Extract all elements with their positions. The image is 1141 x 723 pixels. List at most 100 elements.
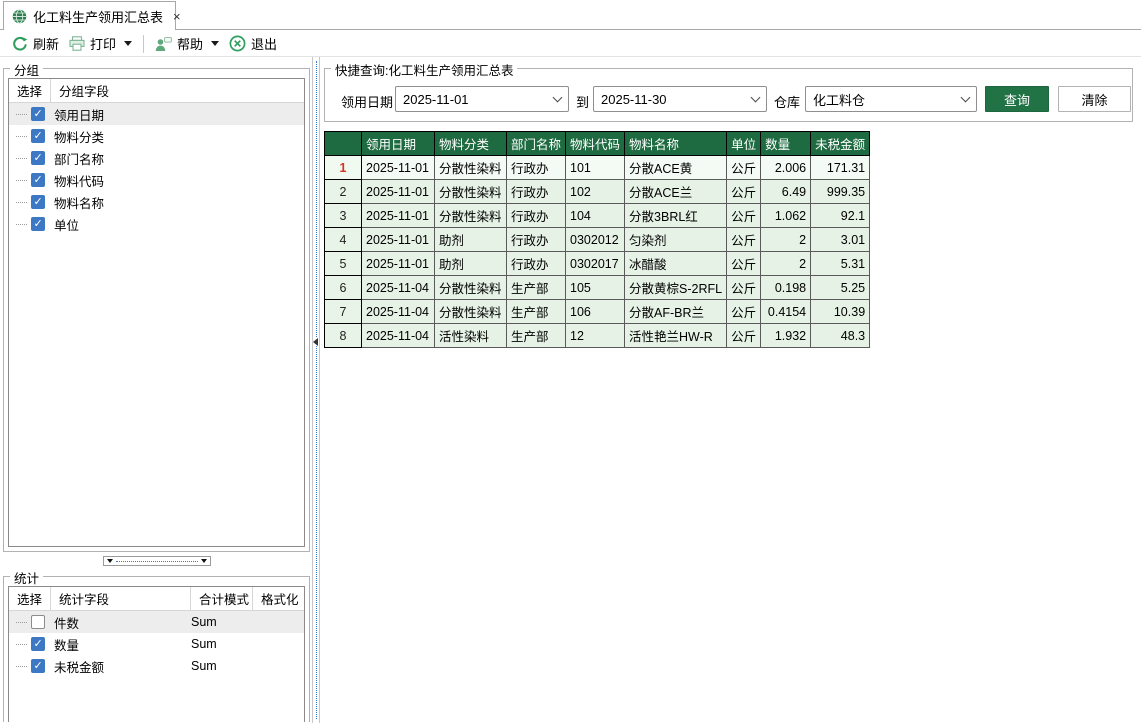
stats-field-row[interactable]: 件数 Sum bbox=[9, 611, 304, 633]
tree-branch-icon bbox=[16, 643, 27, 645]
table-row[interactable]: 8 2025-11-04 活性染料 生产部 12 活性艳兰HW-R 公斤 1.9… bbox=[324, 323, 871, 348]
checkbox[interactable] bbox=[31, 129, 45, 143]
tab-summary-report[interactable]: 化工料生产领用汇总表 × bbox=[3, 1, 181, 30]
stats-field-list: 选择 统计字段 合计模式 格式化 件数 Sum bbox=[8, 586, 305, 722]
checkbox[interactable] bbox=[31, 615, 45, 629]
group-field-label: 部门名称 bbox=[54, 152, 105, 167]
group-field-label: 物料分类 bbox=[54, 130, 105, 145]
table-row[interactable]: 3 2025-11-01 分散性染料 行政办 104 分散3BRL红 公斤 1.… bbox=[324, 203, 871, 228]
print-dropdown-icon[interactable] bbox=[124, 41, 133, 46]
stats-mode-value[interactable]: Sum bbox=[191, 615, 217, 629]
table-row[interactable]: 2 2025-11-01 分散性染料 行政办 102 分散ACE兰 公斤 6.4… bbox=[324, 179, 871, 204]
table-header-cell[interactable]: 数量 bbox=[760, 131, 812, 156]
cell-unit: 公斤 bbox=[726, 323, 762, 348]
chevron-left-icon[interactable] bbox=[313, 338, 318, 346]
horizontal-splitter[interactable] bbox=[103, 556, 211, 566]
checkbox[interactable] bbox=[31, 173, 45, 187]
cell-material-name: 冰醋酸 bbox=[624, 251, 728, 276]
group-field-row[interactable]: 物料名称 bbox=[9, 191, 304, 213]
row-number-cell[interactable]: 3 bbox=[324, 203, 362, 228]
tab-close-icon[interactable]: × bbox=[173, 8, 181, 24]
warehouse-label: 仓库 bbox=[774, 95, 801, 110]
row-number-cell[interactable]: 2 bbox=[324, 179, 362, 204]
table-header-cell[interactable]: 物料代码 bbox=[565, 131, 626, 156]
exit-icon bbox=[229, 35, 246, 52]
checkbox[interactable] bbox=[31, 195, 45, 209]
vertical-splitter[interactable] bbox=[312, 57, 320, 723]
cell-date: 2025-11-04 bbox=[361, 323, 435, 348]
table-header-cell[interactable]: 领用日期 bbox=[361, 131, 435, 156]
date-to-combobox[interactable]: 2025-11-30 bbox=[593, 86, 767, 112]
column-header-field[interactable]: 统计字段 bbox=[51, 587, 191, 610]
stats-field-row[interactable]: 数量 Sum bbox=[9, 633, 304, 655]
table-row[interactable]: 5 2025-11-01 助剂 行政办 0302017 冰醋酸 公斤 2 5.3… bbox=[324, 251, 871, 276]
cell-date: 2025-11-01 bbox=[361, 251, 435, 276]
help-dropdown-icon[interactable] bbox=[211, 41, 220, 46]
cell-amount: 999.35 bbox=[810, 179, 871, 204]
table-row[interactable]: 4 2025-11-01 助剂 行政办 0302012 匀染剂 公斤 2 3.0… bbox=[324, 227, 871, 252]
refresh-button[interactable]: 刷新 bbox=[7, 32, 64, 55]
stats-panel-title: 统计 bbox=[10, 568, 44, 587]
row-number-cell[interactable]: 7 bbox=[324, 299, 362, 324]
group-field-row[interactable]: 单位 bbox=[9, 213, 304, 235]
cell-quantity: 2 bbox=[760, 251, 812, 276]
cell-quantity: 6.49 bbox=[760, 179, 812, 204]
print-button[interactable]: 打印 bbox=[64, 32, 137, 55]
clear-button[interactable]: 清除 bbox=[1058, 86, 1131, 112]
table-row[interactable]: 1 2025-11-01 分散性染料 行政办 101 分散ACE黄 公斤 2.0… bbox=[324, 155, 871, 180]
cell-material-code: 102 bbox=[565, 179, 626, 204]
cell-date: 2025-11-04 bbox=[361, 299, 435, 324]
row-number-cell[interactable]: 5 bbox=[324, 251, 362, 276]
exit-button[interactable]: 退出 bbox=[224, 32, 282, 55]
tab-title: 化工料生产领用汇总表 bbox=[33, 9, 164, 25]
cell-category: 分散性染料 bbox=[434, 179, 507, 204]
column-header-select[interactable]: 选择 bbox=[9, 79, 51, 102]
stats-mode-value[interactable]: Sum bbox=[191, 637, 217, 651]
chevron-down-icon[interactable] bbox=[107, 559, 113, 563]
stats-mode-value[interactable]: Sum bbox=[191, 659, 217, 673]
splitter-dots bbox=[316, 61, 317, 719]
date-from-combobox[interactable]: 2025-11-01 bbox=[395, 86, 569, 112]
group-field-row[interactable]: 领用日期 bbox=[9, 103, 304, 125]
group-panel: 分组 选择 分组字段 领用日期 物料分类 bbox=[3, 60, 310, 552]
group-field-row[interactable]: 部门名称 bbox=[9, 147, 304, 169]
row-number-cell[interactable]: 4 bbox=[324, 227, 362, 252]
cell-category: 助剂 bbox=[434, 227, 507, 252]
row-number-cell[interactable]: 8 bbox=[324, 323, 362, 348]
checkbox[interactable] bbox=[31, 659, 45, 673]
table-header-cell[interactable]: 物料分类 bbox=[434, 131, 507, 156]
table-row[interactable]: 6 2025-11-04 分散性染料 生产部 105 分散黄棕S-2RFL 公斤… bbox=[324, 275, 871, 300]
cell-category: 助剂 bbox=[434, 251, 507, 276]
column-header-format[interactable]: 格式化 bbox=[261, 593, 299, 607]
checkbox[interactable] bbox=[31, 637, 45, 651]
stats-panel: 统计 选择 统计字段 合计模式 格式化 件数 Sum bbox=[3, 568, 310, 722]
stats-field-row[interactable]: 未税金额 Sum bbox=[9, 655, 304, 677]
table-header-cell[interactable]: 部门名称 bbox=[505, 131, 567, 156]
column-header-field[interactable]: 分组字段 bbox=[59, 85, 110, 99]
column-header-select[interactable]: 选择 bbox=[9, 587, 51, 610]
help-button[interactable]: 帮助 bbox=[150, 32, 224, 55]
table-header-cell[interactable]: 物料名称 bbox=[624, 131, 728, 156]
table-header-cell[interactable]: 未税金额 bbox=[810, 131, 871, 156]
group-field-row[interactable]: 物料分类 bbox=[9, 125, 304, 147]
cell-department: 行政办 bbox=[505, 179, 567, 204]
checkbox[interactable] bbox=[31, 107, 45, 121]
group-field-row[interactable]: 物料代码 bbox=[9, 169, 304, 191]
cell-unit: 公斤 bbox=[726, 155, 762, 180]
cell-material-name: 分散AF-BR兰 bbox=[624, 299, 728, 324]
chevron-down-icon[interactable] bbox=[201, 559, 207, 563]
warehouse-combobox[interactable]: 化工料仓 bbox=[805, 86, 977, 112]
query-button[interactable]: 查询 bbox=[985, 86, 1049, 112]
cell-material-code: 101 bbox=[565, 155, 626, 180]
table-header-cell[interactable] bbox=[324, 131, 362, 156]
column-header-mode[interactable]: 合计模式 bbox=[191, 587, 253, 610]
checkbox[interactable] bbox=[31, 151, 45, 165]
table-header-cell[interactable]: 单位 bbox=[726, 131, 762, 156]
tree-branch-icon bbox=[16, 113, 27, 115]
checkbox[interactable] bbox=[31, 217, 45, 231]
cell-department: 行政办 bbox=[505, 203, 567, 228]
cell-material-name: 分散黄棕S-2RFL bbox=[624, 275, 728, 300]
table-row[interactable]: 7 2025-11-04 分散性染料 生产部 106 分散AF-BR兰 公斤 0… bbox=[324, 299, 871, 324]
row-number-cell[interactable]: 1 bbox=[324, 155, 362, 180]
row-number-cell[interactable]: 6 bbox=[324, 275, 362, 300]
